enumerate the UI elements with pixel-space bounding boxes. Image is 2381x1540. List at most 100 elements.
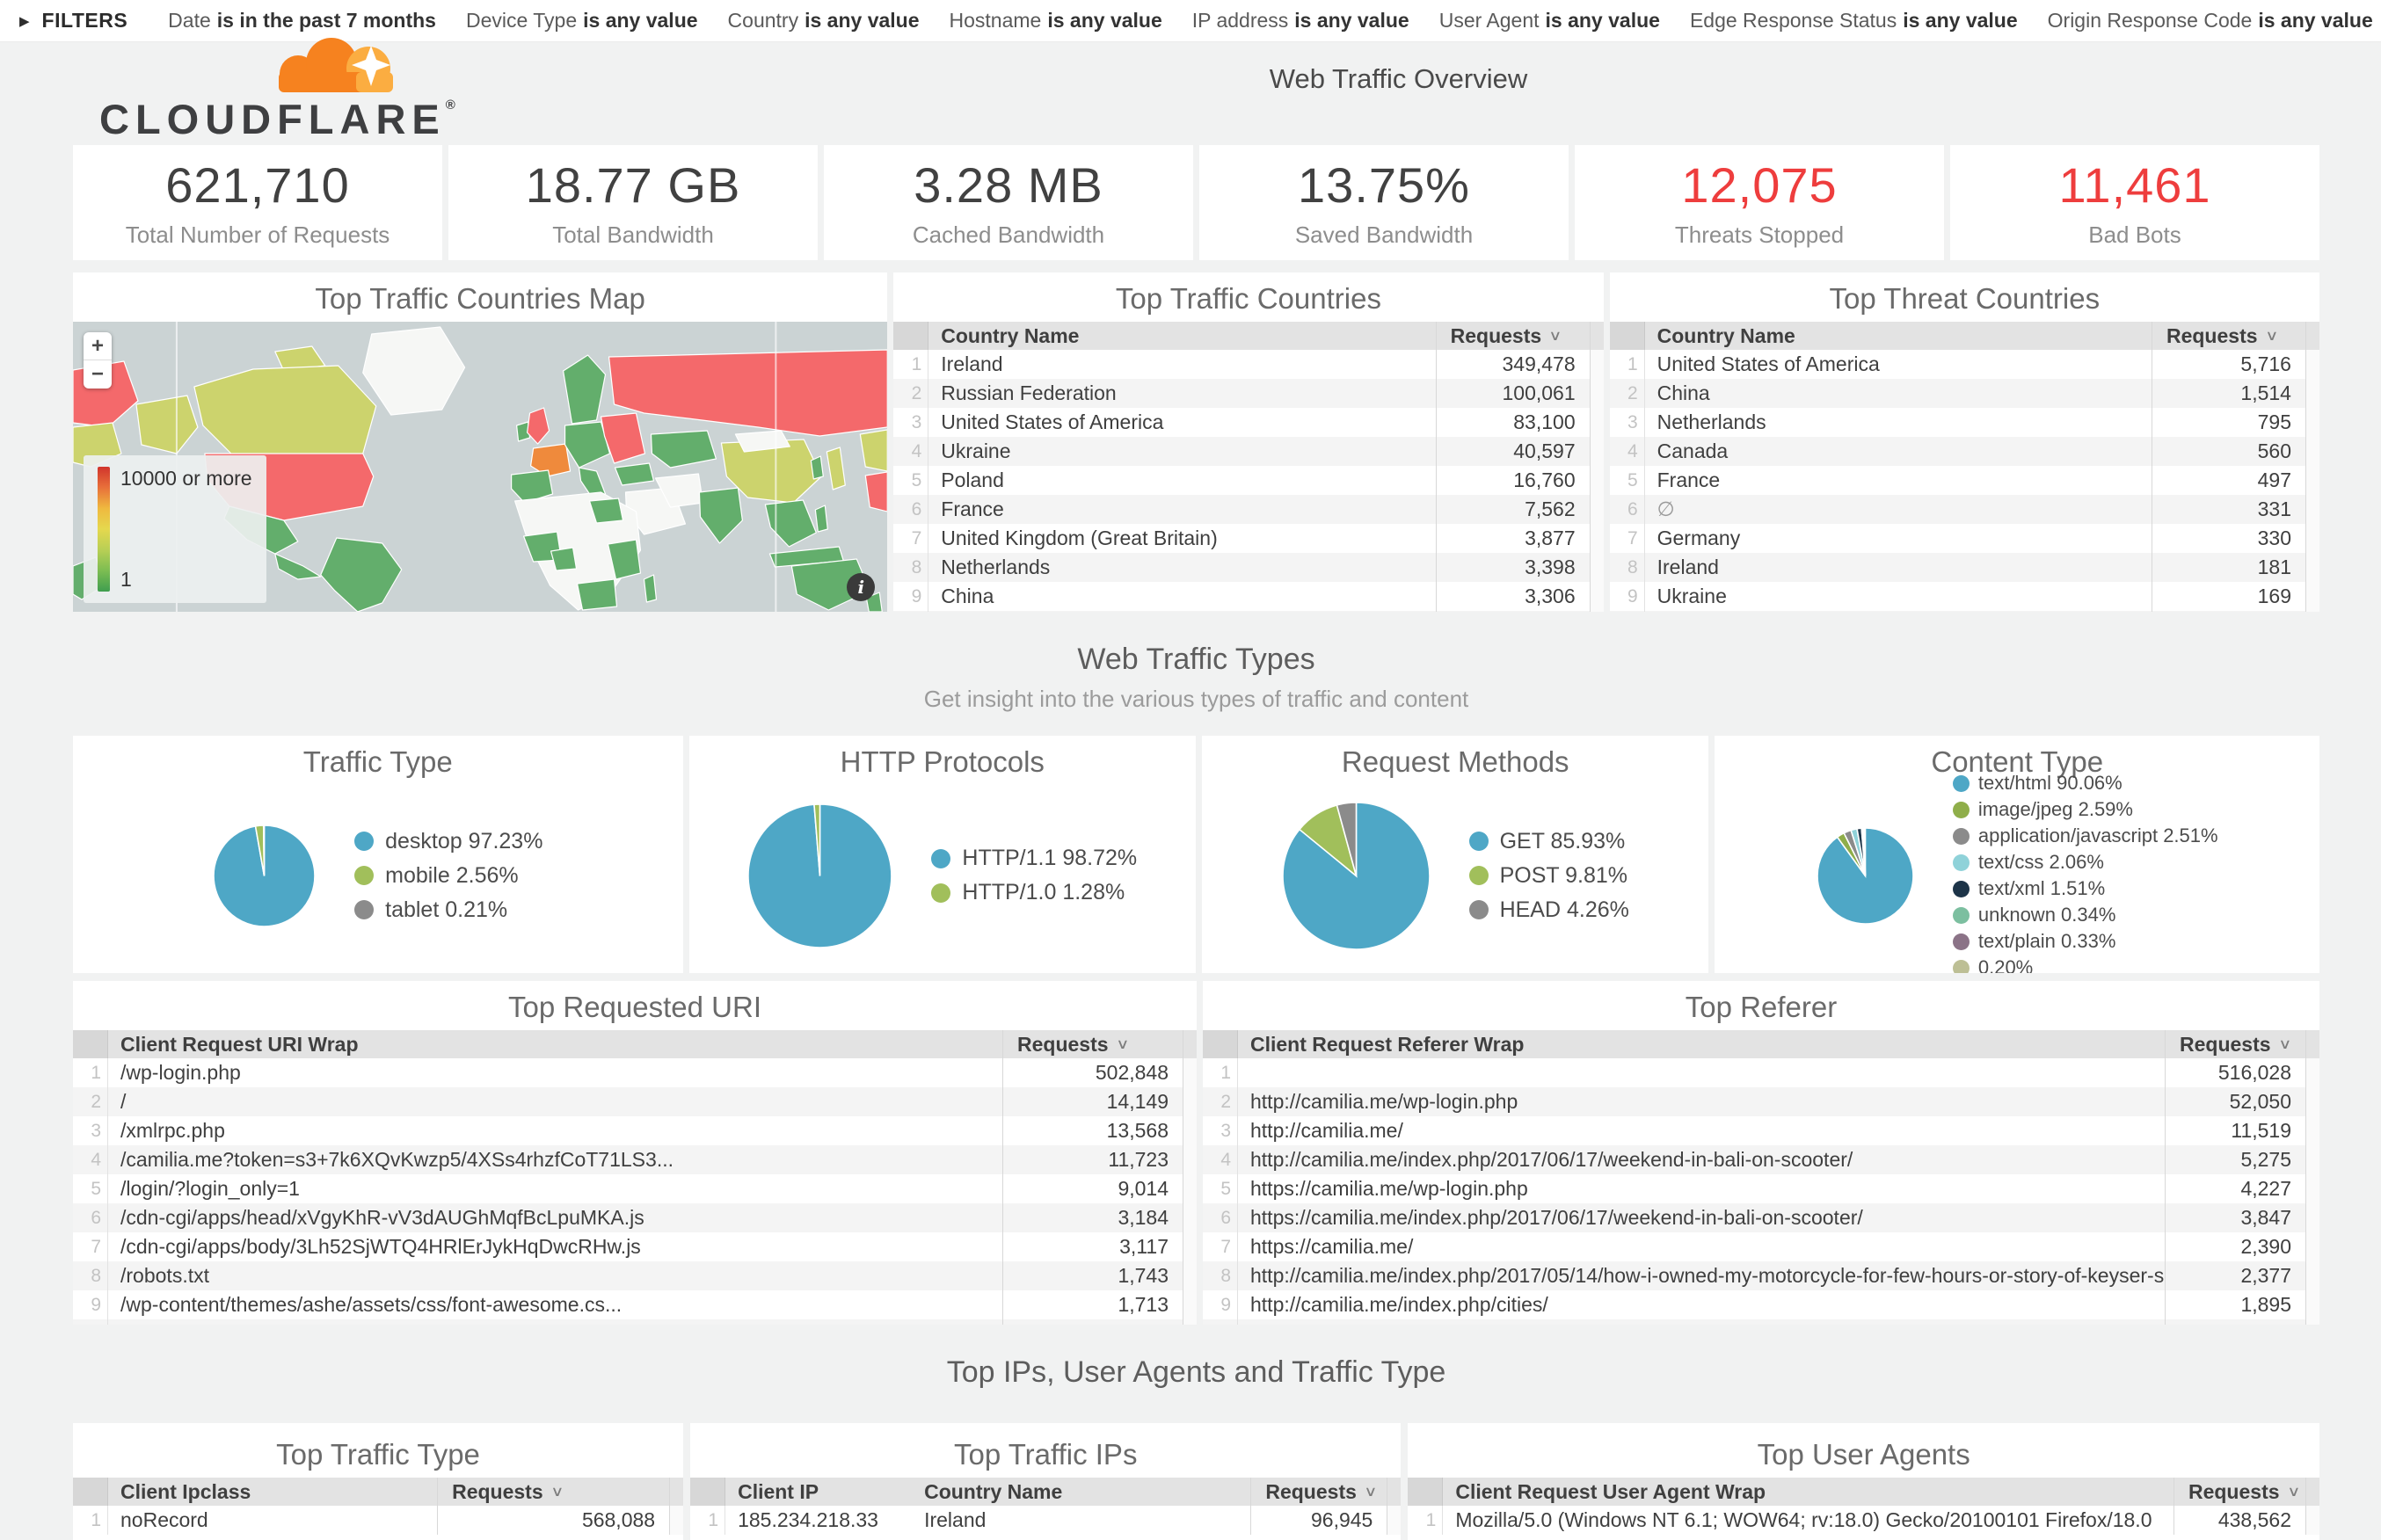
scrollbar-track[interactable] — [1387, 1506, 1402, 1535]
legend-item[interactable]: GET 85.93% — [1468, 829, 1629, 854]
cell-requests[interactable]: 795 — [2151, 408, 2305, 437]
cell-requests[interactable]: 438,562 — [2173, 1506, 2305, 1535]
cell-country-name[interactable]: Poland — [928, 466, 1435, 495]
legend-item[interactable]: text/html 90.06% — [1952, 772, 2218, 795]
cell-requests[interactable]: 1,743 — [1002, 1261, 1183, 1290]
scrollbar-track[interactable] — [2305, 1261, 2319, 1290]
cell-country-name[interactable]: Singapore — [1645, 611, 2152, 612]
scrollbar-track[interactable] — [2305, 495, 2319, 524]
legend-item[interactable]: HEAD 4.26% — [1468, 897, 1629, 923]
cell-requests[interactable]: 11,519 — [2165, 1116, 2305, 1145]
scrollbar-track[interactable] — [1589, 408, 1604, 437]
scrollbar-track[interactable] — [1387, 1478, 1402, 1506]
scrollbar-track[interactable] — [669, 1478, 684, 1506]
cell-requests[interactable]: 1,673 — [1002, 1319, 1183, 1325]
scrollbar-track[interactable] — [2305, 1290, 2319, 1319]
scrollbar-track[interactable] — [1183, 1174, 1197, 1203]
column-header-requests[interactable]: Requests ∨ — [1002, 1030, 1183, 1058]
filters-title[interactable]: FILTERS — [41, 9, 128, 32]
cell-requests[interactable]: 1,514 — [2151, 379, 2305, 408]
scrollbar-track[interactable] — [2305, 1506, 2319, 1535]
cell-client-request-uri-wrap[interactable]: /wp-content/themes/ashe/style.css?ver=4.… — [108, 1319, 1002, 1325]
scrollbar-track[interactable] — [1589, 582, 1604, 611]
pie-chart-svg[interactable] — [213, 824, 316, 927]
cell-client-request-uri-wrap[interactable]: /cdn-cgi/apps/body/3Lh52SjWTQ4HRlErJykHq… — [108, 1232, 1002, 1261]
legend-item[interactable]: text/plain 0.33% — [1952, 930, 2218, 953]
legend-item[interactable]: HTTP/1.0 1.28% — [931, 880, 1137, 905]
cell-client-ipclass[interactable]: noRecord — [108, 1506, 437, 1535]
scrollbar-track[interactable] — [2305, 524, 2319, 553]
column-header-client-request-referer-wrap[interactable]: Client Request Referer Wrap — [1238, 1030, 2165, 1058]
scrollbar-track[interactable] — [1589, 350, 1604, 379]
legend-item[interactable]: tablet 0.21% — [354, 897, 542, 923]
cell-requests[interactable]: 3,184 — [1002, 1203, 1183, 1232]
scrollbar-track[interactable] — [2305, 1203, 2319, 1232]
scrollbar-track[interactable] — [2305, 350, 2319, 379]
cell-requests[interactable]: 100,061 — [1435, 379, 1590, 408]
legend-item[interactable]: unknown 0.34% — [1952, 904, 2218, 926]
column-header-client-request-uri-wrap[interactable]: Client Request URI Wrap — [108, 1030, 1002, 1058]
cell-requests[interactable]: 1,895 — [2165, 1290, 2305, 1319]
filter-device-type[interactable]: Device Type is any value — [466, 9, 698, 32]
cell-requests[interactable]: 1,713 — [1002, 1290, 1183, 1319]
pie-slice-head-4-26[interactable] — [1336, 801, 1357, 876]
scrollbar-track[interactable] — [1183, 1319, 1197, 1325]
cell-requests[interactable]: 330 — [2151, 524, 2305, 553]
column-header-requests[interactable]: Requests ∨ — [2173, 1478, 2305, 1506]
pie-chart-svg[interactable] — [1281, 801, 1431, 950]
cell-requests[interactable]: 83,100 — [1435, 408, 1590, 437]
legend-item[interactable]: application/javascript 2.51% — [1952, 824, 2218, 847]
column-header-requests[interactable]: Requests ∨ — [1250, 1478, 1387, 1506]
legend-item[interactable]: POST 9.81% — [1468, 863, 1629, 889]
cell-client-ip[interactable]: 185.234.218.33 — [725, 1506, 912, 1535]
column-header-client-ipclass[interactable]: Client Ipclass — [108, 1478, 437, 1506]
cell-client-request-referer-wrap[interactable]: http://camilia.me/ — [1238, 1116, 2165, 1145]
cell-client-request-referer-wrap[interactable]: http://camilia.me/index.php/about/ — [1238, 1319, 2165, 1325]
cell-country-name[interactable]: Ireland — [1645, 553, 2152, 582]
cell-client-request-referer-wrap[interactable]: https://camilia.me/ — [1238, 1232, 2165, 1261]
scrollbar-track[interactable] — [1589, 437, 1604, 466]
scrollbar-track[interactable] — [2305, 582, 2319, 611]
cell-country-name[interactable]: United States of America — [928, 408, 1435, 437]
cell-requests[interactable]: 5,716 — [2151, 350, 2305, 379]
cell-country-name[interactable]: China — [928, 582, 1435, 611]
legend-item[interactable]: image/jpeg 2.59% — [1952, 798, 2218, 821]
legend-item[interactable]: 0.20% — [1952, 956, 2218, 973]
scrollbar-track[interactable] — [2305, 1058, 2319, 1087]
cell-country-name[interactable]: Netherlands — [1645, 408, 2152, 437]
pie-slice-tablet-0-21[interactable] — [263, 824, 266, 876]
cell-country-name[interactable]: United States of America — [1645, 350, 2152, 379]
pie-slice-0-20[interactable] — [1862, 826, 1867, 876]
cell-client-request-referer-wrap[interactable]: https://camilia.me/wp-login.php — [1238, 1174, 2165, 1203]
legend-item[interactable]: text/xml 1.51% — [1952, 877, 2218, 900]
scrollbar-track[interactable] — [2305, 437, 2319, 466]
cell-country-name[interactable]: Ireland — [912, 1506, 1250, 1535]
pie-chart-svg[interactable] — [747, 803, 893, 948]
filter-origin-response-code[interactable]: Origin Response Code is any value — [2048, 9, 2373, 32]
cell-country-name[interactable]: Germany — [1645, 524, 2152, 553]
cell-requests[interactable]: 349,478 — [1435, 350, 1590, 379]
scrollbar-track[interactable] — [2305, 1116, 2319, 1145]
pie-chart-svg[interactable] — [1817, 826, 1914, 925]
cell-client-request-uri-wrap[interactable]: /camilia.me?token=s3+7k6XQvKwzp5/4XSs4rh… — [108, 1145, 1002, 1174]
scrollbar-track[interactable] — [2305, 1174, 2319, 1203]
scrollbar-track[interactable] — [2305, 1232, 2319, 1261]
cell-client-request-referer-wrap[interactable] — [1238, 1058, 2165, 1087]
cell-requests[interactable]: 502,848 — [1002, 1058, 1183, 1087]
cell-client-request-uri-wrap[interactable]: /login/?login_only=1 — [108, 1174, 1002, 1203]
scrollbar-track[interactable] — [1183, 1145, 1197, 1174]
cell-requests[interactable]: 1,473 — [2165, 1319, 2305, 1325]
cell-client-request-uri-wrap[interactable]: /wp-content/themes/ashe/assets/css/font-… — [108, 1290, 1002, 1319]
column-header-requests[interactable]: Requests ∨ — [2151, 322, 2305, 350]
cell-country-name[interactable]: Ukraine — [928, 437, 1435, 466]
cell-country-name[interactable]: Ireland — [928, 350, 1435, 379]
cell-requests[interactable]: 497 — [2151, 466, 2305, 495]
scrollbar-track[interactable] — [1183, 1116, 1197, 1145]
scrollbar-track[interactable] — [2305, 408, 2319, 437]
scrollbar-track[interactable] — [2305, 611, 2319, 612]
cell-country-name[interactable]: Ukraine — [1645, 582, 2152, 611]
cell-client-request-uri-wrap[interactable]: /robots.txt — [108, 1261, 1002, 1290]
world-map[interactable]: + − 10000 or more 1 i — [73, 322, 888, 612]
filter-ip-address[interactable]: IP address is any value — [1192, 9, 1409, 32]
scrollbar-track[interactable] — [669, 1506, 684, 1535]
